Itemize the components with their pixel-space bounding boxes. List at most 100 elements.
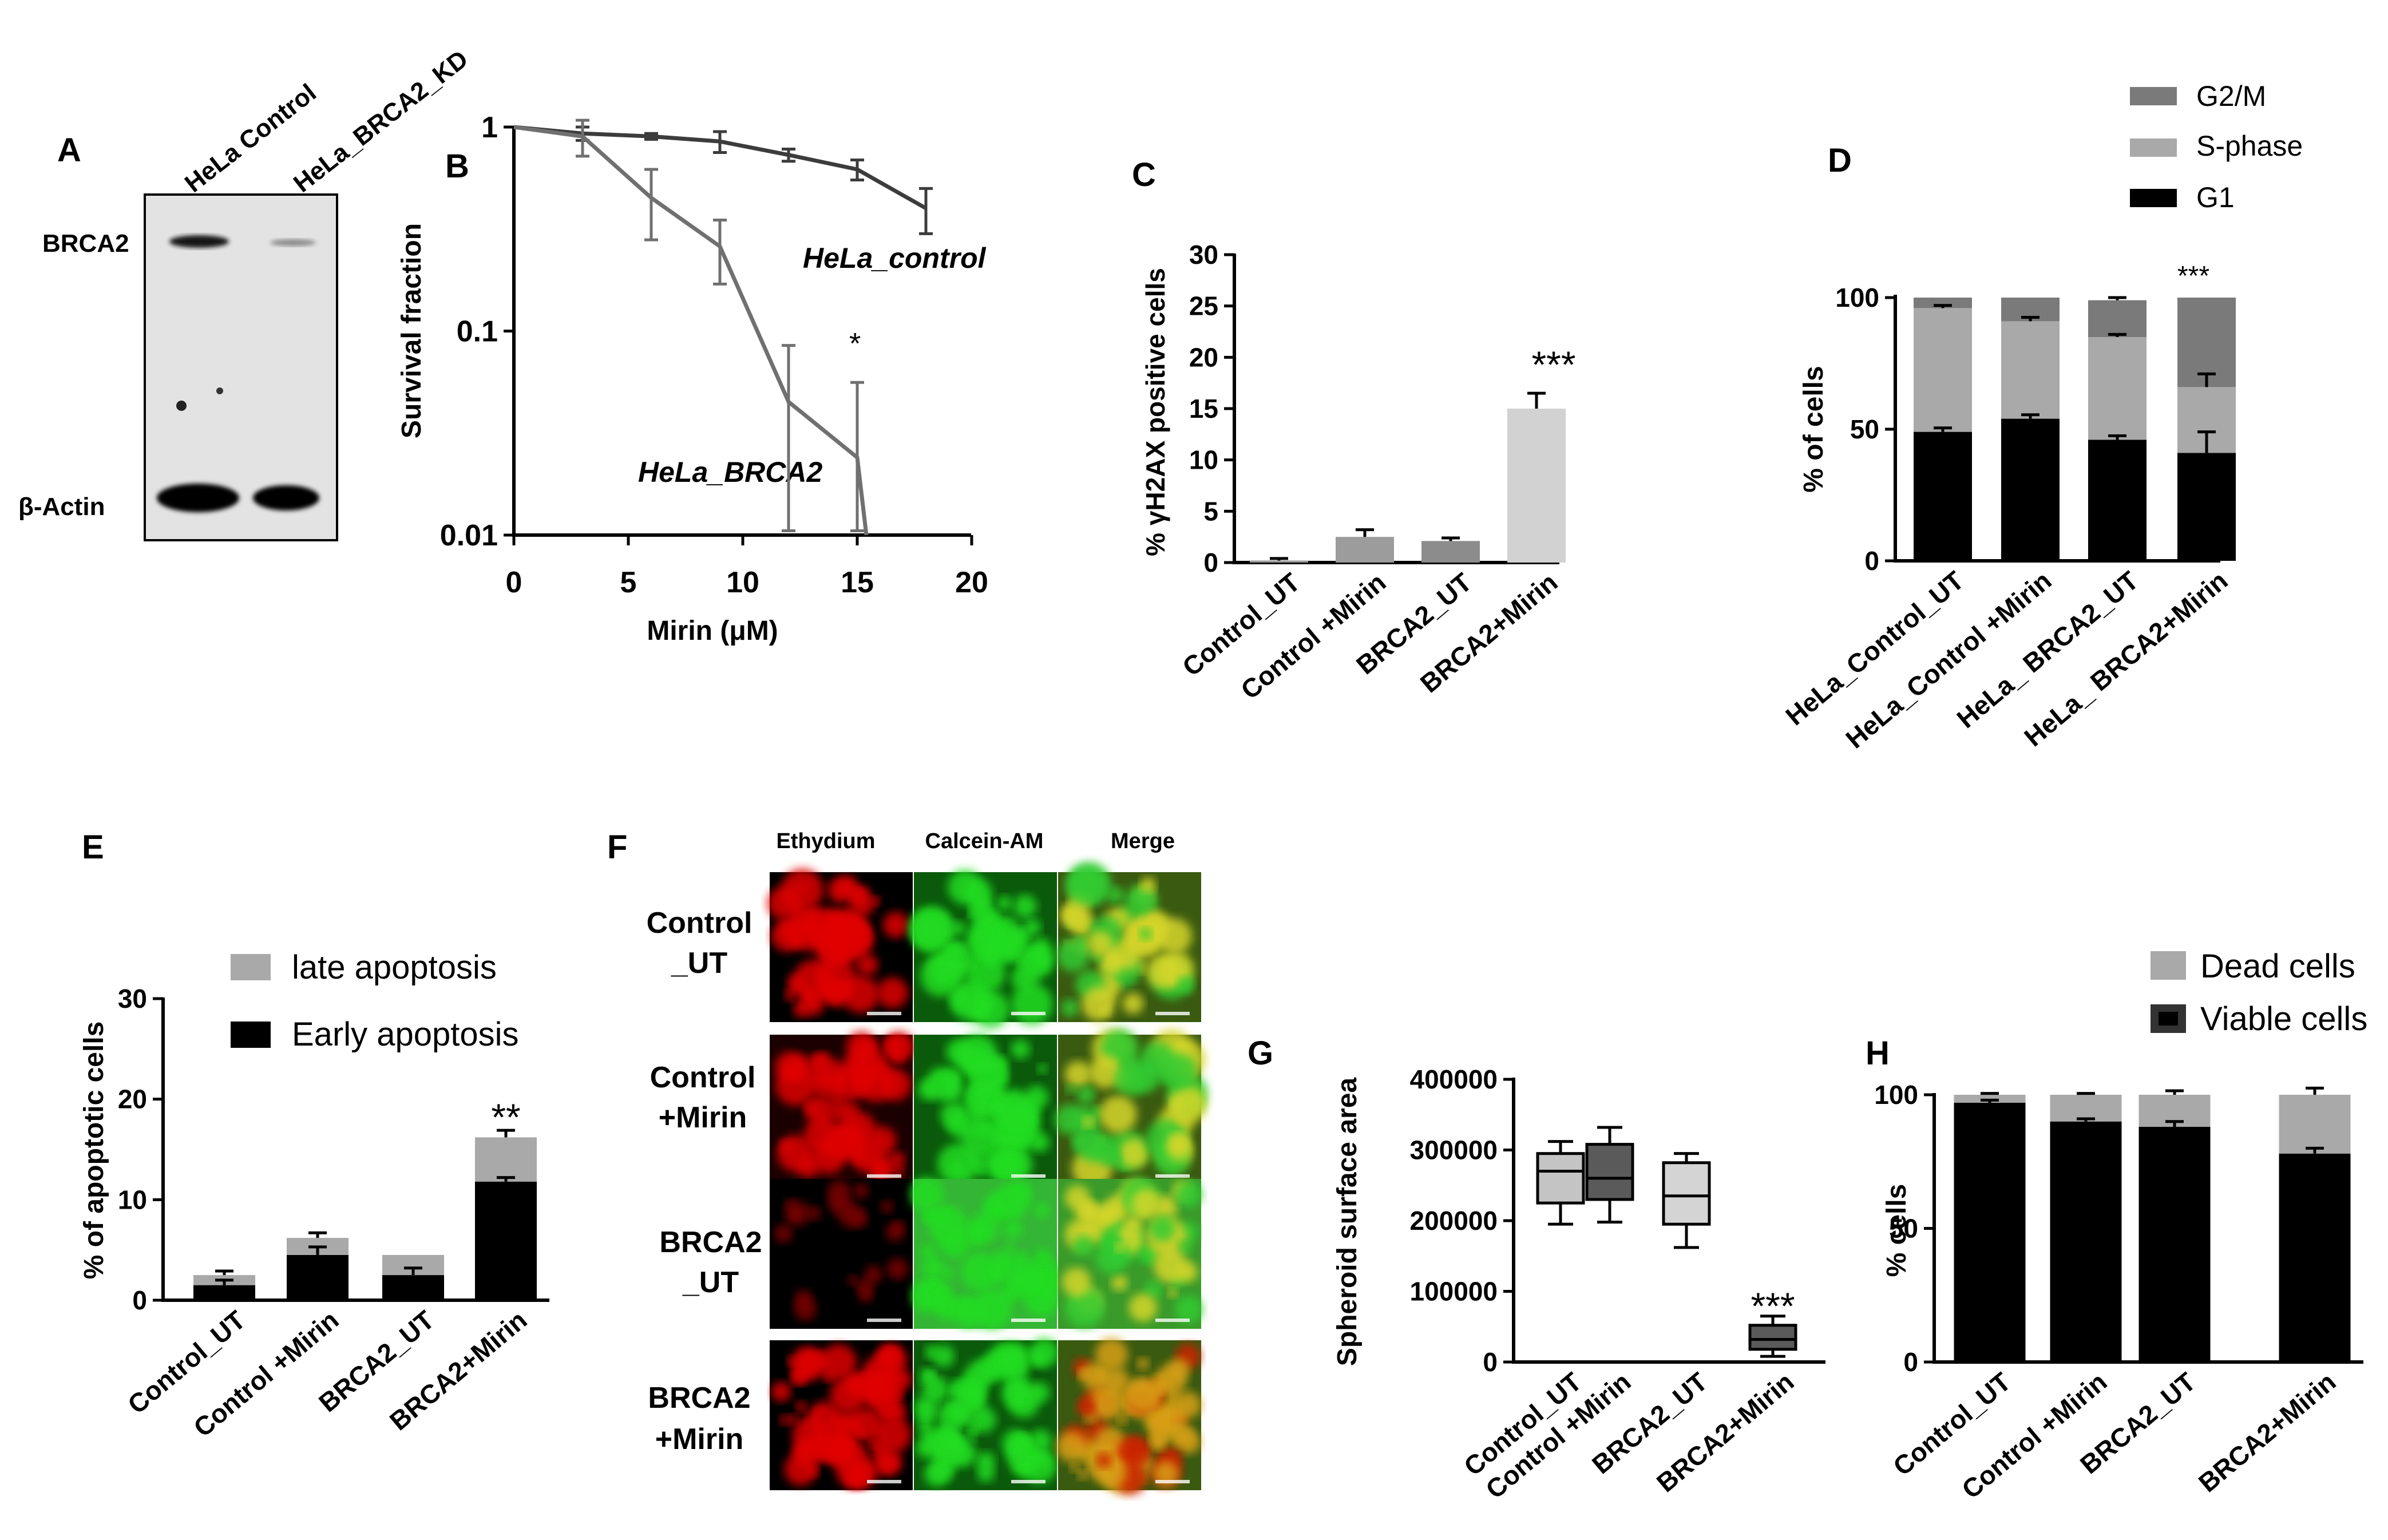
cell-cycle-chart: % of cells *** G2/M S-phase G1 050100HeL…: [1780, 80, 2303, 754]
micrograph-tile: [770, 1179, 913, 1329]
blot-row-label: BRCA2: [42, 229, 129, 258]
cell-cluster: [806, 1465, 819, 1477]
micrograph-column-label: Merge: [1111, 829, 1175, 853]
actin-band-knockdown: [253, 485, 319, 510]
cell-cluster: [774, 1224, 793, 1243]
cell-cluster: [807, 1206, 821, 1221]
bar-segment-s-phase: [1914, 308, 1972, 432]
bar-segment-g1: [1914, 431, 1972, 561]
cell-cluster: [996, 1127, 1018, 1149]
blot-speck: [216, 387, 223, 394]
cell-cluster: [796, 883, 807, 893]
cell-cluster: [1073, 1236, 1094, 1257]
micrograph-row-label: Control: [647, 906, 753, 940]
cell-cluster: [814, 957, 856, 998]
cell-cluster: [1168, 1085, 1207, 1125]
legend-swatch-inner: [2159, 1012, 2178, 1026]
cell-cluster: [1177, 976, 1194, 994]
cell-cluster: [882, 912, 909, 939]
cell-cluster: [789, 907, 819, 937]
cell-cluster: [775, 1065, 816, 1106]
box: [1536, 1152, 1585, 1205]
micrograph-tile: [1058, 1177, 1203, 1329]
cell-cluster: [1024, 1446, 1037, 1460]
legend-label: G1: [2196, 181, 2235, 213]
y-tick-label: 0.1: [457, 315, 498, 349]
scale-bar: [1011, 1174, 1046, 1178]
cell-cluster: [1077, 1470, 1087, 1480]
cell-cluster: [991, 925, 1006, 940]
cell-cluster: [968, 1423, 979, 1434]
y-tick-label: 50: [1889, 1214, 1918, 1244]
cell-cluster: [1062, 1267, 1091, 1297]
cell-cluster: [1081, 1362, 1109, 1391]
panel-label-d: D: [1828, 142, 1852, 179]
legend-label: Viable cells: [2200, 1000, 2367, 1038]
cell-cluster: [924, 1345, 938, 1359]
brca2-band-control: [169, 235, 229, 248]
cell-cluster: [1006, 1241, 1016, 1251]
cell-cluster: [935, 1072, 949, 1086]
cell-cluster: [986, 1200, 1004, 1218]
legend-label: late apoptosis: [292, 949, 497, 986]
cell-cluster: [1100, 1005, 1110, 1016]
cell-cluster: [883, 1031, 914, 1063]
panel-label-f: F: [607, 829, 627, 866]
scale-bar: [1155, 1319, 1190, 1322]
y-tick-label: 15: [1189, 394, 1218, 423]
micrograph-row-label: +Mirin: [659, 1101, 747, 1134]
y-tick-label: 0: [1864, 546, 1879, 576]
micrograph-column-label: Ethydium: [776, 829, 875, 853]
cell-cluster: [1088, 1056, 1122, 1088]
panel-label-e: E: [82, 829, 104, 866]
cell-cluster: [874, 1452, 897, 1475]
cell-cluster: [1117, 1414, 1128, 1425]
bar-segment-g1: [2001, 418, 2060, 561]
box: [1585, 1143, 1634, 1201]
bar-segment-viable-cells: [1954, 1103, 2026, 1362]
cell-cluster: [1000, 1285, 1019, 1304]
scale-bar: [1011, 1480, 1046, 1483]
cell-cluster: [1087, 931, 1114, 957]
cell-cluster: [1167, 1288, 1178, 1298]
cell-cluster: [1064, 1287, 1105, 1328]
cell-cluster: [1149, 1435, 1166, 1451]
legend-label: G2/M: [2196, 80, 2266, 112]
cell-cluster: [1023, 919, 1041, 936]
cell-cluster: [848, 1275, 858, 1286]
cell-cluster: [1155, 918, 1192, 955]
y-tick-label: 0.01: [440, 519, 498, 552]
cell-cluster: [965, 1360, 995, 1390]
y-tick-label: 0: [1903, 1347, 1918, 1377]
cell-cluster: [1111, 1274, 1128, 1291]
cell-cluster: [849, 888, 863, 901]
cell-cluster: [1082, 1116, 1094, 1128]
brca2-band-knockdown: [270, 239, 316, 246]
y-tick-label: 0: [1483, 1347, 1498, 1377]
cell-cluster: [951, 921, 966, 936]
cell-cluster: [941, 1080, 963, 1101]
cell-cluster: [832, 1439, 852, 1458]
y-tick-label: 400000: [1410, 1064, 1498, 1094]
cell-cluster: [1150, 1216, 1175, 1241]
cell-cluster: [1122, 992, 1144, 1014]
bar-segment-g2-m: [2177, 298, 2236, 387]
micrograph-tile: [770, 1340, 913, 1490]
viability-chart: % cells *** Dead cells Viable cells 0501…: [1874, 948, 2367, 1505]
cell-cluster: [779, 1415, 791, 1426]
cell-cluster: [1161, 1053, 1197, 1089]
micrograph-tile: [914, 1034, 1057, 1186]
cell-cluster: [877, 1344, 899, 1367]
cell-cluster: [1099, 951, 1123, 976]
panel-label-g: G: [1248, 1035, 1273, 1072]
y-tick-label: 100000: [1410, 1277, 1498, 1307]
cell-cluster: [1119, 1138, 1149, 1169]
cell-cluster: [910, 906, 953, 950]
cell-cluster: [846, 1467, 867, 1488]
cell-cluster: [829, 1376, 867, 1414]
cell-cluster: [975, 1122, 991, 1138]
cell-cluster: [1028, 1381, 1050, 1403]
cell-cluster: [1017, 956, 1029, 967]
cell-cluster: [1140, 877, 1156, 893]
y-tick-label: 20: [1189, 342, 1218, 372]
